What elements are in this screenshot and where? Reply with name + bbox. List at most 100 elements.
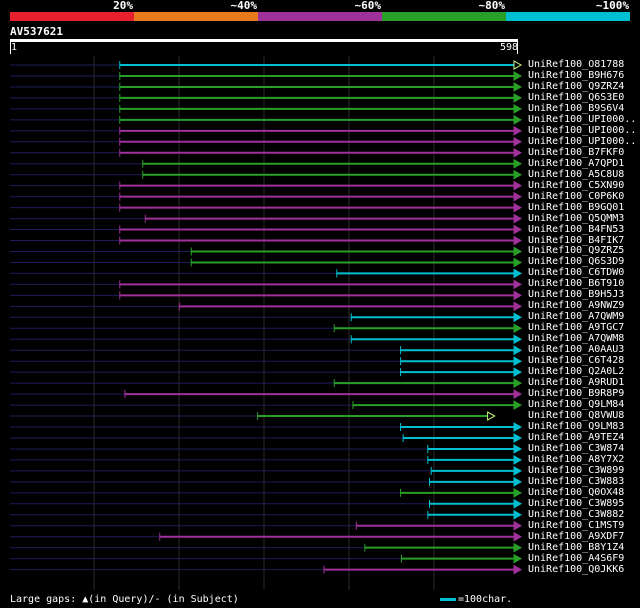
hit-name-link[interactable]: UniRef100_B6T910 bbox=[528, 278, 625, 290]
hit-name-link[interactable]: UniRef100_C3W874 bbox=[528, 442, 625, 454]
hit-row[interactable]: UniRef100_C5XN90 bbox=[0, 180, 640, 191]
hit-name-link[interactable]: UniRef100_A9TGC7 bbox=[528, 322, 625, 334]
hit-name-link[interactable]: UniRef100_UPI000.. bbox=[528, 135, 637, 147]
hit-name-link[interactable]: UniRef100_C3W883 bbox=[528, 475, 625, 487]
hit-name-link[interactable]: UniRef100_C3W895 bbox=[528, 497, 625, 509]
hit-row[interactable]: UniRef100_A0AAU3 bbox=[0, 344, 640, 355]
hit-row[interactable]: UniRef100_A9RUD1 bbox=[0, 377, 640, 388]
hit-row[interactable]: UniRef100_UPI000.. bbox=[0, 114, 640, 125]
hit-row[interactable]: UniRef100_A9TEZ4 bbox=[0, 432, 640, 443]
hit-name-link[interactable]: UniRef100_C1MST9 bbox=[528, 519, 625, 531]
hit-row[interactable]: UniRef100_Q9LM83 bbox=[0, 421, 640, 432]
hit-name-link[interactable]: UniRef100_Q6S3E0 bbox=[528, 91, 625, 103]
hit-arrow-icon bbox=[513, 367, 523, 378]
hit-name-link[interactable]: UniRef100_C3W882 bbox=[528, 508, 625, 520]
hit-name-link[interactable]: UniRef100_A9RUD1 bbox=[528, 377, 625, 389]
hit-name-link[interactable]: UniRef100_A8Y7X2 bbox=[528, 453, 625, 465]
hit-row[interactable]: UniRef100_C3W899 bbox=[0, 465, 640, 476]
hit-row[interactable]: UniRef100_C6T428 bbox=[0, 355, 640, 366]
hit-row[interactable]: UniRef100_A7QWM9 bbox=[0, 311, 640, 322]
hit-name-link[interactable]: UniRef100_B9GQ01 bbox=[528, 201, 625, 213]
hit-row[interactable]: UniRef100_Q9ZRZ4 bbox=[0, 81, 640, 92]
hit-row[interactable]: UniRef100_B9H676 bbox=[0, 70, 640, 81]
hit-row[interactable]: UniRef100_B9R8P9 bbox=[0, 388, 640, 399]
hit-name-link[interactable]: UniRef100_Q5QMM3 bbox=[528, 212, 625, 224]
query-start-label: 1 bbox=[11, 42, 18, 53]
hit-name-link[interactable]: UniRef100_B4FN53 bbox=[528, 223, 625, 235]
hit-name-link[interactable]: UniRef100_B4FIK7 bbox=[528, 234, 625, 246]
hit-name-link[interactable]: UniRef100_C6TDW0 bbox=[528, 267, 625, 279]
hit-row[interactable]: UniRef100_B7FKF0 bbox=[0, 147, 640, 158]
hit-row[interactable]: UniRef100_A7QWM8 bbox=[0, 333, 640, 344]
hit-name-link[interactable]: UniRef100_B8Y1Z4 bbox=[528, 541, 625, 553]
hit-row[interactable]: UniRef100_C3W895 bbox=[0, 498, 640, 509]
hit-row[interactable]: UniRef100_Q8VWU8 bbox=[0, 410, 640, 421]
hit-name-link[interactable]: UniRef100_UPI000.. bbox=[528, 113, 637, 125]
hit-name-link[interactable]: UniRef100_UPI000.. bbox=[528, 124, 637, 136]
hit-row[interactable]: UniRef100_B8Y1Z4 bbox=[0, 542, 640, 553]
hit-row[interactable]: UniRef100_A9XDF7 bbox=[0, 531, 640, 542]
hit-name-link[interactable]: UniRef100_A5C8U8 bbox=[528, 168, 625, 180]
hit-name-link[interactable]: UniRef100_A7QWM8 bbox=[528, 333, 625, 345]
scale-label: =100char. bbox=[458, 594, 513, 605]
hit-row[interactable]: UniRef100_C1MST9 bbox=[0, 520, 640, 531]
hit-row[interactable]: UniRef100_A9NWZ9 bbox=[0, 300, 640, 311]
hit-name-link[interactable]: UniRef100_A7QWM9 bbox=[528, 311, 625, 323]
hit-name-link[interactable]: UniRef100_B9S6V4 bbox=[528, 102, 625, 114]
hit-row[interactable]: UniRef100_B9S6V4 bbox=[0, 103, 640, 114]
hit-row[interactable]: UniRef100_A7QPD1 bbox=[0, 158, 640, 169]
hit-row[interactable]: UniRef100_B4FN53 bbox=[0, 224, 640, 235]
hit-row[interactable]: UniRef100_Q6S3D9 bbox=[0, 256, 640, 267]
hit-row[interactable]: UniRef100_A8Y7X2 bbox=[0, 454, 640, 465]
hit-row[interactable]: UniRef100_O81788 bbox=[0, 59, 640, 70]
hit-row[interactable]: UniRef100_UPI000.. bbox=[0, 125, 640, 136]
hit-row[interactable]: UniRef100_UPI000.. bbox=[0, 136, 640, 147]
hit-row[interactable]: UniRef100_A4S6F9 bbox=[0, 553, 640, 564]
hit-row[interactable]: UniRef100_Q0JKK6 bbox=[0, 564, 640, 575]
hit-name-link[interactable]: UniRef100_Q8VWU8 bbox=[528, 410, 625, 422]
hit-name-link[interactable]: UniRef100_B9H676 bbox=[528, 69, 625, 81]
hit-name-link[interactable]: UniRef100_Q0JKK6 bbox=[528, 563, 625, 575]
hit-name-link[interactable]: UniRef100_A0AAU3 bbox=[528, 344, 625, 356]
hit-name-link[interactable]: UniRef100_Q9ZRZ5 bbox=[528, 245, 625, 257]
hit-name-link[interactable]: UniRef100_C6T428 bbox=[528, 355, 625, 367]
hit-row[interactable]: UniRef100_C3W882 bbox=[0, 509, 640, 520]
hit-name-link[interactable]: UniRef100_A4S6F9 bbox=[528, 552, 625, 564]
hit-name-link[interactable]: UniRef100_A9NWZ9 bbox=[528, 300, 625, 312]
hit-name-link[interactable]: UniRef100_C0P6K0 bbox=[528, 190, 625, 202]
hit-name-link[interactable]: UniRef100_Q6S3D9 bbox=[528, 256, 625, 268]
hit-row[interactable]: UniRef100_Q9ZRZ5 bbox=[0, 245, 640, 256]
hit-row[interactable]: UniRef100_A5C8U8 bbox=[0, 169, 640, 180]
hit-row[interactable]: UniRef100_B4FIK7 bbox=[0, 235, 640, 246]
hit-name-link[interactable]: UniRef100_Q9ZRZ4 bbox=[528, 80, 625, 92]
hit-name-link[interactable]: UniRef100_O81788 bbox=[528, 59, 625, 70]
hit-row[interactable]: UniRef100_B9H5J3 bbox=[0, 289, 640, 300]
hit-name-link[interactable]: UniRef100_C3W899 bbox=[528, 464, 625, 476]
hit-name-link[interactable]: UniRef100_A9XDF7 bbox=[528, 530, 625, 542]
hit-row[interactable]: UniRef100_C3W883 bbox=[0, 476, 640, 487]
hit-row[interactable]: UniRef100_Q2A0L2 bbox=[0, 366, 640, 377]
hit-arrow-icon bbox=[513, 71, 523, 81]
hit-name-link[interactable]: UniRef100_B7FKF0 bbox=[528, 146, 625, 158]
hit-row[interactable]: UniRef100_C3W874 bbox=[0, 443, 640, 454]
hit-arrow-icon bbox=[513, 202, 523, 213]
hit-row[interactable]: UniRef100_C6TDW0 bbox=[0, 267, 640, 278]
hit-name-link[interactable]: UniRef100_B9H5J3 bbox=[528, 289, 625, 301]
hit-name-link[interactable]: UniRef100_Q9LM83 bbox=[528, 421, 625, 432]
hit-name-link[interactable]: UniRef100_A7QPD1 bbox=[528, 157, 625, 169]
hit-row[interactable]: UniRef100_Q0OX48 bbox=[0, 487, 640, 498]
hit-name-link[interactable]: UniRef100_A9TEZ4 bbox=[528, 431, 625, 443]
hit-name-link[interactable]: UniRef100_B9R8P9 bbox=[528, 388, 625, 400]
hit-row[interactable]: UniRef100_Q9LM84 bbox=[0, 399, 640, 410]
hit-row[interactable]: UniRef100_C0P6K0 bbox=[0, 191, 640, 202]
hit-arrow-icon bbox=[513, 114, 523, 125]
hit-name-link[interactable]: UniRef100_Q2A0L2 bbox=[528, 366, 625, 378]
hit-name-link[interactable]: UniRef100_Q0OX48 bbox=[528, 486, 625, 498]
hit-row[interactable]: UniRef100_Q6S3E0 bbox=[0, 92, 640, 103]
hit-name-link[interactable]: UniRef100_Q9LM84 bbox=[528, 399, 625, 411]
hit-row[interactable]: UniRef100_A9TGC7 bbox=[0, 322, 640, 333]
hit-name-link[interactable]: UniRef100_C5XN90 bbox=[528, 179, 625, 191]
hit-row[interactable]: UniRef100_B6T910 bbox=[0, 278, 640, 289]
hit-row[interactable]: UniRef100_Q5QMM3 bbox=[0, 213, 640, 224]
hit-row[interactable]: UniRef100_B9GQ01 bbox=[0, 202, 640, 213]
